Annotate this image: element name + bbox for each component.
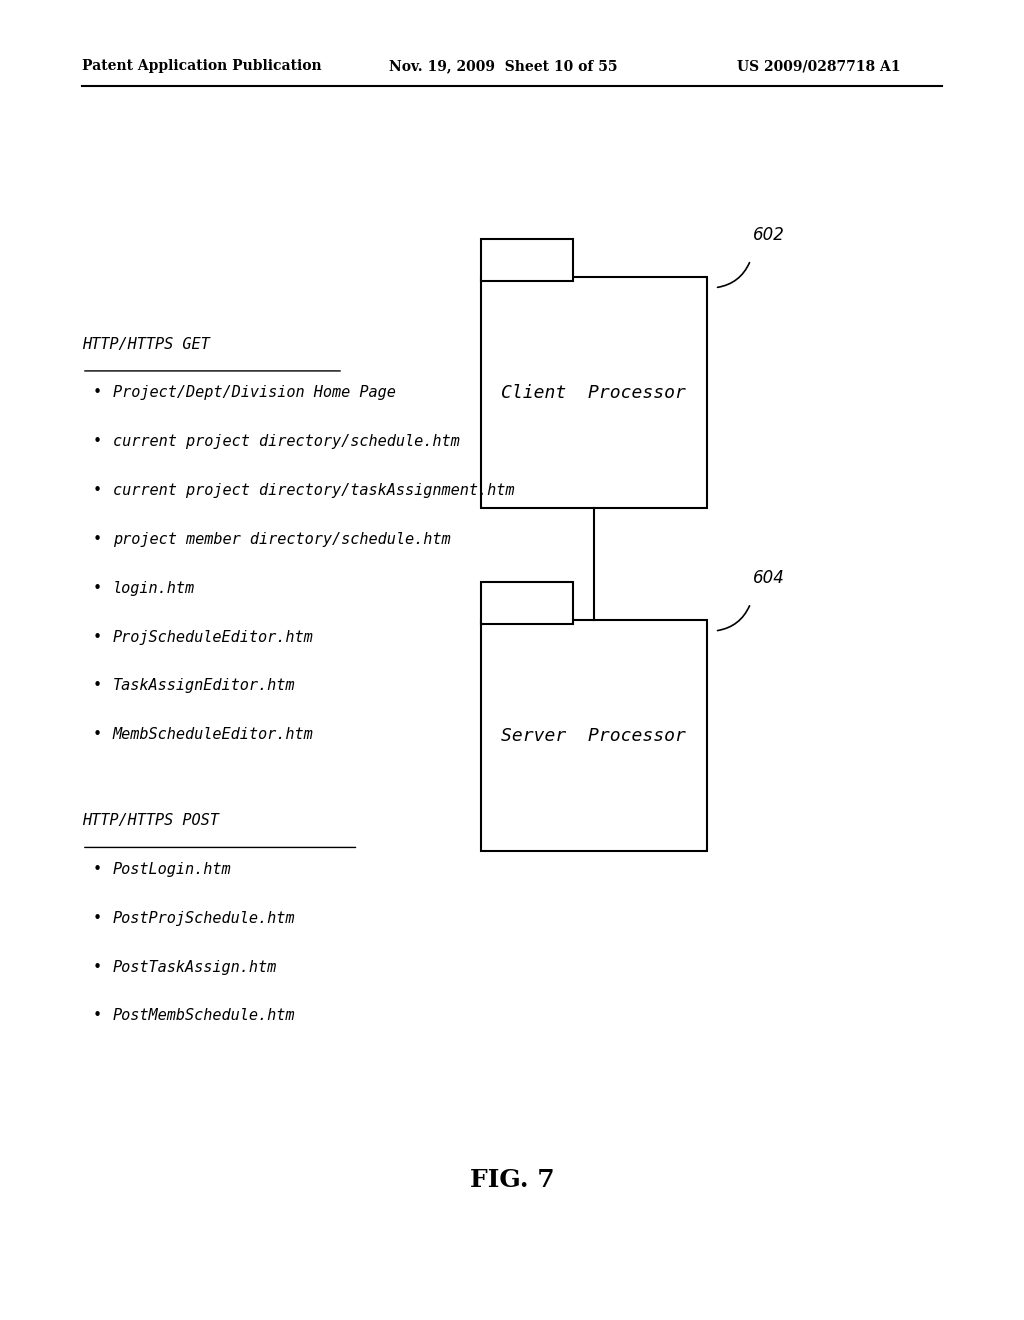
Text: US 2009/0287718 A1: US 2009/0287718 A1 xyxy=(737,59,901,74)
Text: 602: 602 xyxy=(753,226,784,244)
Text: MembScheduleEditor.htm: MembScheduleEditor.htm xyxy=(113,727,313,742)
Text: Server  Processor: Server Processor xyxy=(502,727,686,744)
Text: •: • xyxy=(92,678,101,693)
Text: 604: 604 xyxy=(753,569,784,587)
Text: current project directory/taskAssignment.htm: current project directory/taskAssignment… xyxy=(113,483,514,498)
Text: •: • xyxy=(92,862,101,876)
Text: ProjScheduleEditor.htm: ProjScheduleEditor.htm xyxy=(113,630,313,644)
Bar xyxy=(481,239,573,281)
Text: current project directory/schedule.htm: current project directory/schedule.htm xyxy=(113,434,460,449)
Text: TaskAssignEditor.htm: TaskAssignEditor.htm xyxy=(113,678,295,693)
Text: •: • xyxy=(92,960,101,974)
Text: •: • xyxy=(92,727,101,742)
Text: •: • xyxy=(92,581,101,595)
Text: PostProjSchedule.htm: PostProjSchedule.htm xyxy=(113,911,295,925)
Text: project member directory/schedule.htm: project member directory/schedule.htm xyxy=(113,532,451,546)
Text: PostTaskAssign.htm: PostTaskAssign.htm xyxy=(113,960,276,974)
Text: PostLogin.htm: PostLogin.htm xyxy=(113,862,231,876)
Text: FIG. 7: FIG. 7 xyxy=(470,1168,554,1192)
Bar xyxy=(481,277,707,508)
Text: PostMembSchedule.htm: PostMembSchedule.htm xyxy=(113,1008,295,1023)
Text: HTTP/HTTPS POST: HTTP/HTTPS POST xyxy=(82,813,219,828)
Text: •: • xyxy=(92,911,101,925)
Text: •: • xyxy=(92,434,101,449)
Text: Project/Dept/Division Home Page: Project/Dept/Division Home Page xyxy=(113,385,395,400)
Text: Patent Application Publication: Patent Application Publication xyxy=(82,59,322,74)
Text: •: • xyxy=(92,385,101,400)
Text: •: • xyxy=(92,483,101,498)
Text: •: • xyxy=(92,532,101,546)
Text: Nov. 19, 2009  Sheet 10 of 55: Nov. 19, 2009 Sheet 10 of 55 xyxy=(389,59,617,74)
Text: •: • xyxy=(92,1008,101,1023)
Text: login.htm: login.htm xyxy=(113,581,195,595)
Bar xyxy=(481,620,707,851)
Text: Client  Processor: Client Processor xyxy=(502,384,686,401)
Text: HTTP/HTTPS GET: HTTP/HTTPS GET xyxy=(82,337,210,351)
Bar xyxy=(481,582,573,624)
Text: •: • xyxy=(92,630,101,644)
